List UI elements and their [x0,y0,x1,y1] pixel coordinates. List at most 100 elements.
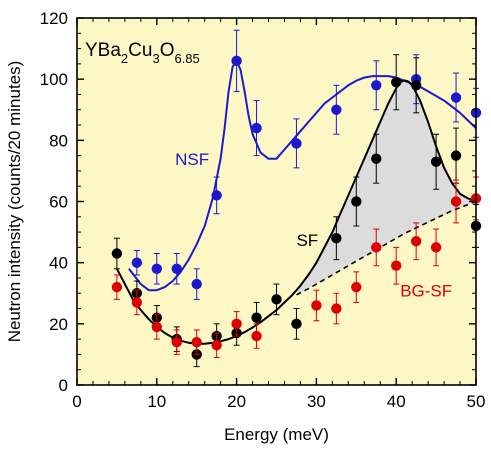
sf-series-label: SF [296,231,318,250]
ticks-layer: 0 10 20 30 40 50 0 20 40 60 80 100 120 [40,9,486,411]
sf-marker [291,318,302,330]
bg-sf-data-point [191,329,202,355]
bg-sf-data-point [211,332,222,358]
y-tick-label: 80 [49,131,68,150]
nsf-marker [191,278,202,290]
nsf-marker [331,104,342,115]
sf-marker [391,77,402,88]
bg-sf-data-point [131,289,143,316]
formula-sub-2: 3 [152,51,159,66]
y-tick-label: 0 [59,376,68,395]
bg-sf-marker [131,297,143,308]
nsf-data-point [171,252,182,285]
nsf-data-point [231,29,242,92]
sf-data-point [371,133,382,184]
formula-o: O [160,40,175,61]
compound-formula: YBa2Cu3O6.85 [85,40,200,66]
nsf-marker [131,257,143,268]
bg-sf-marker [331,303,342,314]
bg-sf-data-point [450,179,462,224]
bg-sf-data-point [151,314,162,340]
y-tick-label: 20 [49,315,68,334]
sf-data-point [351,176,362,227]
sf-data-point [111,237,123,270]
bg-sf-data-point [410,222,422,261]
bg-sf-marker [371,242,382,253]
y-axis-title: Neutron intensity (counts/20 minutes) [5,61,24,343]
nsf-data-point [191,268,202,300]
bg-sf-marker [151,321,162,333]
nsf-marker [251,122,262,134]
sf-data-point [430,133,442,190]
bg-sf-marker [311,300,322,311]
sf-marker [450,150,462,161]
bg-sf-data-point [331,292,342,325]
bg-sf-data-point [371,228,382,267]
nsf-marker [151,263,162,274]
bg-sf-data-point [251,323,262,349]
bg-sf-data-point [171,329,182,355]
sf-marker [351,196,362,207]
x-tick-label: 50 [467,392,486,411]
y-tick-label: 40 [49,254,68,273]
sf-data-point [291,308,302,340]
bg-sf-data-point [351,271,362,303]
sf-marker [251,312,262,323]
nsf-data-point [251,100,262,157]
nsf-data-point [291,118,302,169]
bg-sf-marker [111,281,123,293]
sf-data-point [450,127,462,184]
x-axis-title: Energy (meV) [224,425,329,444]
bg-sf-data-point [311,289,322,322]
y-tick-label: 100 [40,70,68,89]
nsf-marker [211,190,222,201]
y-tick-label: 120 [40,9,68,28]
sf-data-point [331,216,342,261]
nsf-marker [291,138,302,149]
formula-sub-1: 2 [121,51,128,66]
sf-data-point [391,54,402,111]
y-tick-label: 60 [49,193,68,212]
sf-marker [371,153,382,164]
x-tick-label: 30 [307,392,326,411]
x-tick-label: 40 [387,392,406,411]
nsf-marker [371,80,382,91]
data-points-layer [111,29,482,368]
nsf-data-point [211,176,222,215]
nsf-data-point [371,60,382,111]
bg-sf-marker [171,336,182,348]
nsf-marker [450,92,462,103]
formula-sub-3: 6.85 [174,51,199,66]
sf-marker [410,80,422,91]
formula-base: YBa [85,40,121,61]
nsf-data-point [331,84,342,135]
bg-sf-marker [191,336,202,348]
bg-sf-data-point [391,246,402,285]
x-tick-label: 10 [147,392,166,411]
formula-cu: Cu [128,40,152,61]
bg-sf-marker [410,236,422,247]
bg-sf-marker [430,242,442,253]
series-labels-layer: NSF SF BG-SF [175,150,452,301]
nsf-data-point [450,72,462,123]
sf-marker [271,294,282,305]
nsf-marker [231,55,242,67]
bg-sf-marker [211,340,222,351]
bg-sf-marker [231,318,242,330]
bg-sf-series-label: BG-SF [400,281,452,300]
x-tick-label: 20 [227,392,246,411]
bg-sf-data-point [111,274,123,300]
nsf-data-point [151,252,162,285]
bg-sf-fit-line [296,200,477,296]
bg-sf-marker [351,281,362,293]
sf-data-point [410,57,422,114]
bg-sf-marker [251,330,262,342]
sf-data-point [271,283,282,316]
nsf-marker [171,263,182,274]
bg-sf-data-point [231,311,242,337]
x-tick-label: 0 [72,392,81,411]
bg-sf-marker [450,196,462,207]
bg-sf-data-point [430,228,442,267]
sf-marker [331,233,342,244]
